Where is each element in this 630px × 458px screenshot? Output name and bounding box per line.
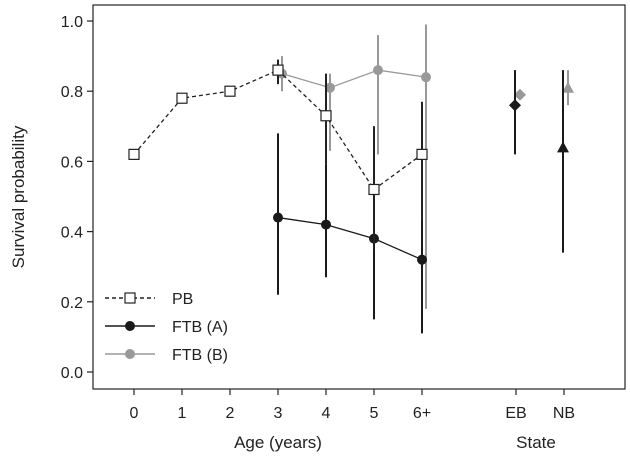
y-tick-label: 0.2	[61, 295, 83, 312]
x-tick-label: 4	[322, 405, 331, 422]
data-point	[325, 82, 335, 93]
x-tick-label: 0	[130, 405, 139, 422]
state-point-nb	[562, 70, 574, 106]
data-point	[272, 64, 284, 76]
legend-label: FTB (A)	[172, 319, 228, 336]
x-tick-label: 1	[178, 405, 187, 422]
data-point	[321, 219, 331, 230]
series-line	[281, 69, 427, 89]
state-tick-label: NB	[553, 405, 575, 422]
data-point	[373, 65, 383, 76]
legend-marker	[124, 292, 136, 304]
x-tick-label: 3	[274, 405, 283, 422]
legend-entry: FTB (A)	[105, 319, 228, 336]
data-point	[273, 212, 283, 223]
x-tick-label: 5	[370, 405, 379, 422]
x-tick-label: 2	[226, 405, 235, 422]
series-line	[277, 216, 423, 261]
legend-marker	[125, 349, 135, 359]
y-axis-title: Survival probability	[9, 125, 28, 268]
plot-frame	[92, 4, 626, 390]
y-tick-label: 0.8	[61, 84, 83, 101]
legend-label: PB	[172, 291, 193, 308]
legend-marker	[125, 321, 135, 331]
y-tick-label: 0.4	[61, 225, 83, 242]
state-point-eb	[509, 70, 521, 155]
series-pb	[128, 59, 428, 250]
state-tick-label: EB	[505, 405, 526, 422]
data-point	[562, 81, 574, 93]
state-point-eb	[514, 88, 526, 101]
legend-label: FTB (B)	[172, 347, 228, 364]
data-point	[421, 72, 431, 83]
series-layer	[128, 24, 431, 334]
data-point	[416, 148, 428, 160]
y-tick-label: 1.0	[61, 14, 83, 31]
data-point	[514, 88, 526, 101]
data-point	[320, 110, 332, 122]
data-point	[128, 148, 140, 160]
data-point	[176, 92, 188, 104]
legend-entry: PB	[105, 291, 193, 308]
legend: PB FTB (A) FTB (B)	[105, 291, 228, 364]
state-axis-title: State	[516, 433, 556, 452]
state-point-nb	[557, 70, 569, 253]
series-ftb-b	[277, 24, 431, 309]
age-axis-title: Age (years)	[234, 433, 322, 452]
state-layer	[509, 70, 574, 253]
data-point	[224, 85, 236, 97]
x-axis: 0 1 2 3 4 5 6+ EB NB	[130, 389, 575, 422]
y-tick-label: 0.6	[61, 154, 83, 171]
data-point	[509, 99, 521, 112]
y-tick-label: 0.0	[61, 365, 83, 382]
y-axis: 0.0 0.2 0.4 0.6 0.8 1.0	[61, 14, 93, 382]
data-point	[557, 141, 569, 153]
x-tick-label: 6+	[413, 405, 431, 422]
series-ftb-a	[273, 126, 427, 334]
data-point	[417, 254, 427, 265]
legend-entry: FTB (B)	[105, 347, 228, 364]
data-point	[368, 183, 380, 196]
